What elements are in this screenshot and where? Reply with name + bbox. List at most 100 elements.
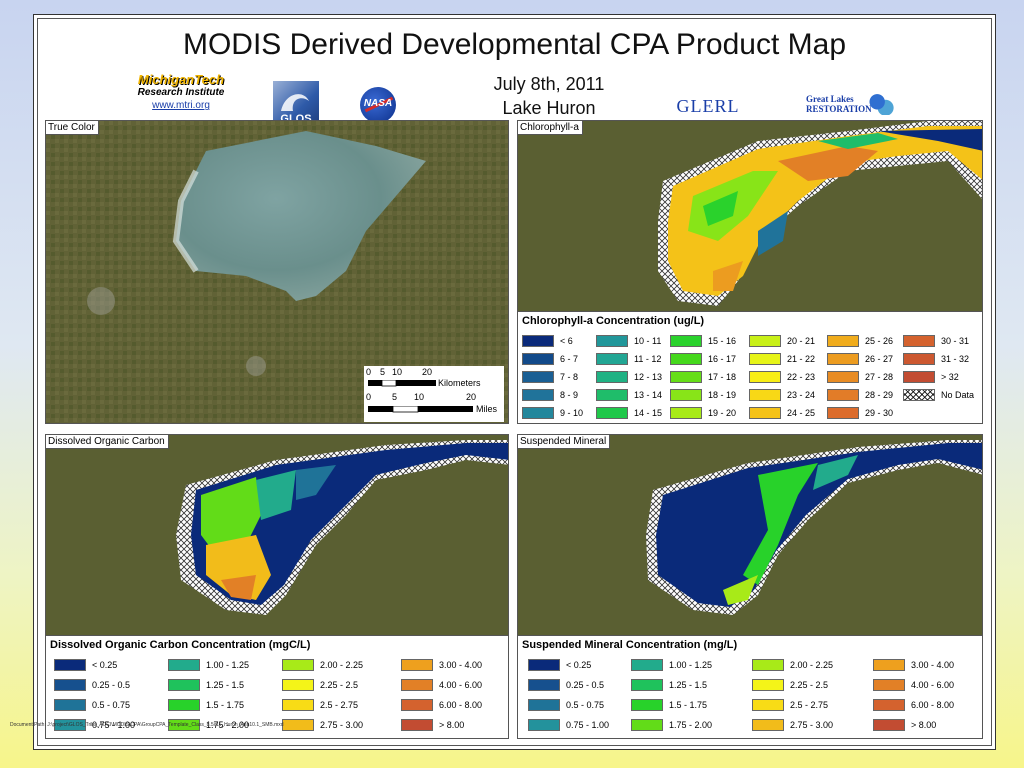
- legend-swatch: [873, 679, 905, 691]
- legend-swatch: [903, 389, 935, 401]
- legend-label: 29 - 30: [865, 408, 894, 418]
- legend-label: No Data: [941, 390, 975, 400]
- legend-label: 1.5 - 1.75: [206, 700, 245, 710]
- legend-label: 1.75 - 2.00: [206, 720, 250, 730]
- legend-swatch: [522, 389, 554, 401]
- legend-label: 4.00 - 6.00: [439, 680, 483, 690]
- doc-label: Dissolved Organic Carbon: [46, 435, 169, 449]
- legend-swatch: [752, 719, 784, 731]
- legend-label: 18 - 19: [708, 390, 737, 400]
- legend-label: 31 - 32: [941, 354, 970, 364]
- legend-label: 21 - 22: [787, 354, 816, 364]
- scale-mi-bar: [368, 406, 473, 413]
- legend-label: > 8.00: [439, 720, 465, 730]
- minerals-legend: Suspended Mineral Concentration (mg/L) <…: [518, 635, 982, 738]
- legend-label: 6.00 - 8.00: [439, 700, 483, 710]
- chlorophyll-label: Chlorophyll-a: [518, 121, 583, 135]
- legend-label: < 0.25: [92, 660, 118, 670]
- legend-swatch: [827, 407, 859, 419]
- nasa-logo: NASA: [360, 87, 396, 123]
- minerals-legend-title: Suspended Mineral Concentration (mg/L): [522, 639, 738, 651]
- map-subtitle: July 8th, 2011 Lake Huron: [434, 72, 664, 120]
- legend-swatch: [522, 335, 554, 347]
- legend-label: 15 - 16: [708, 336, 737, 346]
- chlorophyll-water: [668, 126, 982, 296]
- legend-swatch: [631, 659, 663, 671]
- great-lakes-restoration-logo: Great Lakes RESTORATION: [806, 91, 896, 119]
- minerals-panel[interactable]: Suspended Mineral Suspended Mineral Conc…: [517, 434, 983, 739]
- legend-swatch: [282, 659, 314, 671]
- glerl-logo: GLERL: [656, 95, 760, 117]
- legend-swatch: [401, 699, 433, 711]
- scale-bar: 0 5 10 20 Kilometers 0 5 10 20 Miles: [364, 366, 504, 422]
- legend-swatch: [827, 389, 859, 401]
- legend-label: 22 - 23: [787, 372, 816, 382]
- mtri-logo-name: MichiganTech: [137, 72, 225, 87]
- legend-label: 0.25 - 0.5: [92, 680, 131, 690]
- legend-swatch: [670, 389, 702, 401]
- legend-label: 0.75 - 1.00: [566, 720, 610, 730]
- legend-label: 2.5 - 2.75: [790, 700, 829, 710]
- legend-label: 1.75 - 2.00: [669, 720, 713, 730]
- legend-label: 3.00 - 4.00: [911, 660, 955, 670]
- legend-swatch: [903, 335, 935, 347]
- legend-label: 13 - 14: [634, 390, 663, 400]
- chlorophyll-legend: Chlorophyll-a Concentration (ug/L) < 6 6 …: [518, 311, 982, 423]
- legend-swatch: [522, 407, 554, 419]
- legend-label: 2.00 - 2.25: [320, 660, 364, 670]
- great-lakes-restoration-text: Great Lakes RESTORATION: [806, 94, 872, 114]
- scale-km-tick-20: 20: [422, 367, 433, 377]
- legend-swatch: [282, 679, 314, 691]
- doc-legend-title: Dissolved Organic Carbon Concentration (…: [50, 639, 311, 651]
- legend-swatch: [670, 371, 702, 383]
- legend-swatch: [631, 699, 663, 711]
- legend-swatch: [749, 335, 781, 347]
- legend-label: 1.00 - 1.25: [669, 660, 713, 670]
- legend-swatch: [401, 659, 433, 671]
- legend-label: 0.5 - 0.75: [566, 700, 605, 710]
- mtri-url-link[interactable]: www.mtri.org: [152, 100, 210, 111]
- legend-label: 2.25 - 2.5: [320, 680, 359, 690]
- glerl-logo-text: GLERL: [676, 96, 740, 116]
- legend-label: 25 - 26: [865, 336, 894, 346]
- map-title: MODIS Derived Developmental CPA Product …: [182, 28, 847, 61]
- scale-km-tick-0: 0: [366, 367, 372, 377]
- legend-label: < 0.25: [566, 660, 592, 670]
- legend-swatch: [168, 719, 200, 731]
- scale-mi-tick-5: 5: [392, 392, 398, 402]
- legend-swatch: [596, 371, 628, 383]
- legend-swatch: [631, 719, 663, 731]
- legend-label: < 6: [560, 336, 573, 346]
- legend-label: > 32: [941, 372, 959, 382]
- legend-swatch: [168, 699, 200, 711]
- legend-label: 1.5 - 1.75: [669, 700, 708, 710]
- legend-label: 2.25 - 2.5: [790, 680, 829, 690]
- legend-swatch: [749, 407, 781, 419]
- legend-swatch: [528, 719, 560, 731]
- doc-panel[interactable]: Dissolved Organic Carbon Dissolved Organ…: [45, 434, 509, 739]
- legend-swatch: [168, 659, 200, 671]
- legend-label: 27 - 28: [865, 372, 894, 382]
- legend-swatch: [903, 353, 935, 365]
- legend-label: 16 - 17: [708, 354, 737, 364]
- legend-swatch: [522, 353, 554, 365]
- legend-label: 9 - 10: [560, 408, 584, 418]
- legend-swatch: [282, 699, 314, 711]
- mtri-logo-subtitle: Research Institute: [137, 87, 225, 98]
- scale-km-tick-10: 10: [392, 367, 403, 377]
- scale-mi-tick-10: 10: [414, 392, 425, 402]
- legend-swatch: [827, 371, 859, 383]
- legend-swatch: [282, 719, 314, 731]
- legend-swatch: [670, 353, 702, 365]
- legend-swatch: [752, 659, 784, 671]
- great-lakes-icon: [866, 91, 894, 115]
- chlorophyll-panel[interactable]: Chlorophyll-a Chlorophyll-a Concentratio…: [517, 120, 983, 424]
- legend-label: 0.25 - 0.5: [566, 680, 605, 690]
- legend-swatch: [401, 719, 433, 731]
- glos-wave-icon: [281, 94, 309, 111]
- minerals-label: Suspended Mineral: [518, 435, 611, 449]
- legend-swatch: [596, 407, 628, 419]
- legend-label: 28 - 29: [865, 390, 894, 400]
- legend-label: 12 - 13: [634, 372, 663, 382]
- mtri-logo: MichiganTech Research Institute www.mtri…: [126, 73, 236, 112]
